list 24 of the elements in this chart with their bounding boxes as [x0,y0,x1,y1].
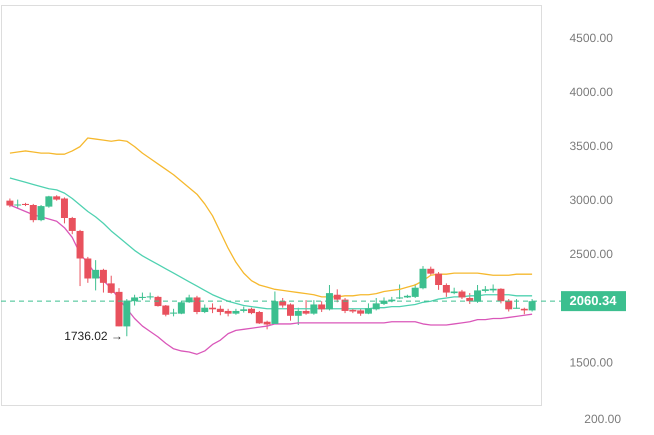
y-tick-label: 3500.00 [570,139,614,154]
candlestick [68,216,76,235]
candlestick [30,203,37,223]
candlestick [505,298,512,312]
annotation: 1736.02 → [64,329,123,344]
candlestick [302,300,310,316]
candlestick [294,307,302,326]
ref-line-label: 2060.34 [570,293,618,308]
candlestick [193,295,200,315]
candlestick [334,288,341,303]
candlestick [84,256,92,284]
y-tick-label: 2500.00 [570,247,614,262]
candlestick [442,282,450,298]
candlestick [497,288,504,304]
candlestick [318,300,326,313]
y-tick-label: 4000.00 [570,84,614,99]
candlestick [458,289,466,300]
candlestick [435,272,442,290]
candlestick [100,268,107,294]
y-tick-label: 1500.00 [570,355,614,370]
y-tick-label: 3000.00 [570,193,614,208]
text: 200.00 [584,412,622,426]
y-tick-label: 4500.00 [570,30,614,45]
candlestick [92,260,100,291]
